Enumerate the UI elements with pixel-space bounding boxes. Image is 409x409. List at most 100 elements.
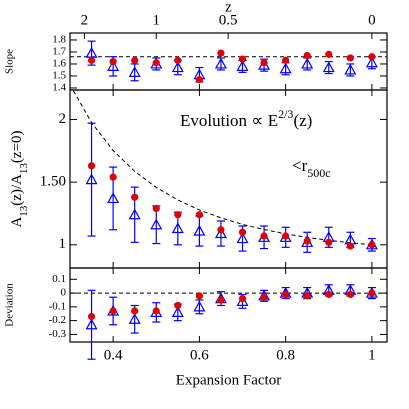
triangle-point <box>128 313 141 324</box>
y-tick-label: 1.7 <box>52 45 66 57</box>
circle-point <box>368 241 376 249</box>
annotation: <r500c <box>292 156 331 180</box>
text-part: 13 <box>18 205 30 217</box>
triangle-point <box>279 62 292 74</box>
circle-point <box>152 204 160 213</box>
error-bar <box>87 122 96 237</box>
x-tick-label: 1 <box>368 347 376 363</box>
triangle-point <box>171 222 184 234</box>
triangle-point <box>128 66 141 77</box>
text-part: Evolution ∝ E <box>180 111 278 130</box>
text-part: (z)/A <box>9 174 25 206</box>
triangle-point <box>236 232 249 244</box>
error-bar <box>216 220 225 247</box>
y-tick-label: 1.5 <box>52 69 66 81</box>
triangle-point <box>214 227 227 239</box>
annotation: Evolution ∝ E2/3(z) <box>180 107 312 130</box>
circle-point <box>368 53 376 61</box>
circle-point <box>174 211 182 219</box>
triangle-point <box>128 208 141 220</box>
x-tick-label: 0.8 <box>276 347 295 363</box>
text-part: 13 <box>18 163 30 175</box>
triangle-point <box>85 318 98 330</box>
circle-point <box>303 292 311 300</box>
y-tick-label: 2 <box>59 111 67 127</box>
circle-point <box>131 307 139 315</box>
triangle-point <box>85 173 98 185</box>
circle-point <box>87 162 96 170</box>
circle-point <box>282 290 290 299</box>
circle-point <box>325 290 333 299</box>
triangle-point <box>344 63 357 75</box>
circle-point <box>282 56 290 64</box>
circle-point <box>346 290 354 299</box>
text-part: (z) <box>293 111 312 130</box>
x-tick-label: 0.4 <box>104 347 123 363</box>
triangle-point <box>301 57 314 69</box>
triangle-point <box>214 57 227 69</box>
circle-point <box>303 51 311 60</box>
circle-point <box>217 49 225 57</box>
circle-point <box>131 193 139 201</box>
circle-point <box>238 294 247 303</box>
x2-axis-label: z <box>225 0 232 15</box>
circle-point <box>260 59 268 67</box>
circle-point <box>217 296 225 304</box>
circle-point <box>131 56 139 64</box>
circle-point <box>260 232 268 240</box>
plot-frame <box>69 267 388 343</box>
circle-point <box>303 237 311 245</box>
y-axis-label: A13(z)/A13(z=0) <box>9 130 29 227</box>
y-tick-label: 1.8 <box>52 33 66 45</box>
y-tick-label: -0.3 <box>49 328 67 340</box>
circle-point <box>195 211 203 219</box>
x2-tick-label: 2 <box>81 12 89 28</box>
circle-point <box>109 307 117 315</box>
circle-point <box>325 50 333 58</box>
text-part: 500c <box>307 166 330 180</box>
y-axis-label: Slope <box>4 49 16 74</box>
text-part: 2/3 <box>278 107 293 121</box>
circle-point <box>217 226 225 234</box>
circle-point <box>87 56 96 64</box>
circle-point <box>195 75 203 84</box>
x2-tick-label: 0 <box>368 12 376 28</box>
circle-point <box>238 228 247 236</box>
triangle-point <box>365 56 378 68</box>
y-tick-label: -0.1 <box>49 300 66 312</box>
triangle-point <box>322 61 335 73</box>
text-part: <r <box>292 156 308 175</box>
triangle-point <box>193 300 206 312</box>
y-tick-label: 1.50 <box>40 174 66 190</box>
circle-point <box>346 242 354 250</box>
text-part: A <box>9 217 25 228</box>
triangle-point <box>107 60 120 71</box>
triangle-point <box>150 218 163 230</box>
circle-point <box>368 289 376 297</box>
y-tick-label: 1.4 <box>52 81 66 93</box>
y-axis-label: Deviation <box>4 283 16 327</box>
circle-point <box>260 293 268 301</box>
x-axis-label: Expansion Factor <box>176 372 281 388</box>
circle-point <box>195 292 203 300</box>
circle-point <box>109 57 117 66</box>
circle-point <box>282 232 290 240</box>
circle-point <box>238 55 247 63</box>
x2-tick-label: 1 <box>153 12 161 28</box>
triangle-point <box>193 224 206 236</box>
circle-point <box>109 173 117 181</box>
circle-point <box>346 54 354 62</box>
y-tick-label: 0.1 <box>52 273 66 285</box>
y-tick-label: 1 <box>59 236 67 252</box>
plot-frame <box>69 32 388 91</box>
triangle-point <box>171 61 184 73</box>
circle-point <box>325 238 333 246</box>
x-tick-label: 0.6 <box>190 347 209 363</box>
error-bar <box>87 289 96 360</box>
x2-tick-label: 0.5 <box>219 12 238 28</box>
y-tick-label: -0.2 <box>49 314 66 326</box>
circle-point <box>152 307 160 315</box>
circle-point <box>174 301 182 310</box>
text-part: (z=0) <box>9 130 25 163</box>
